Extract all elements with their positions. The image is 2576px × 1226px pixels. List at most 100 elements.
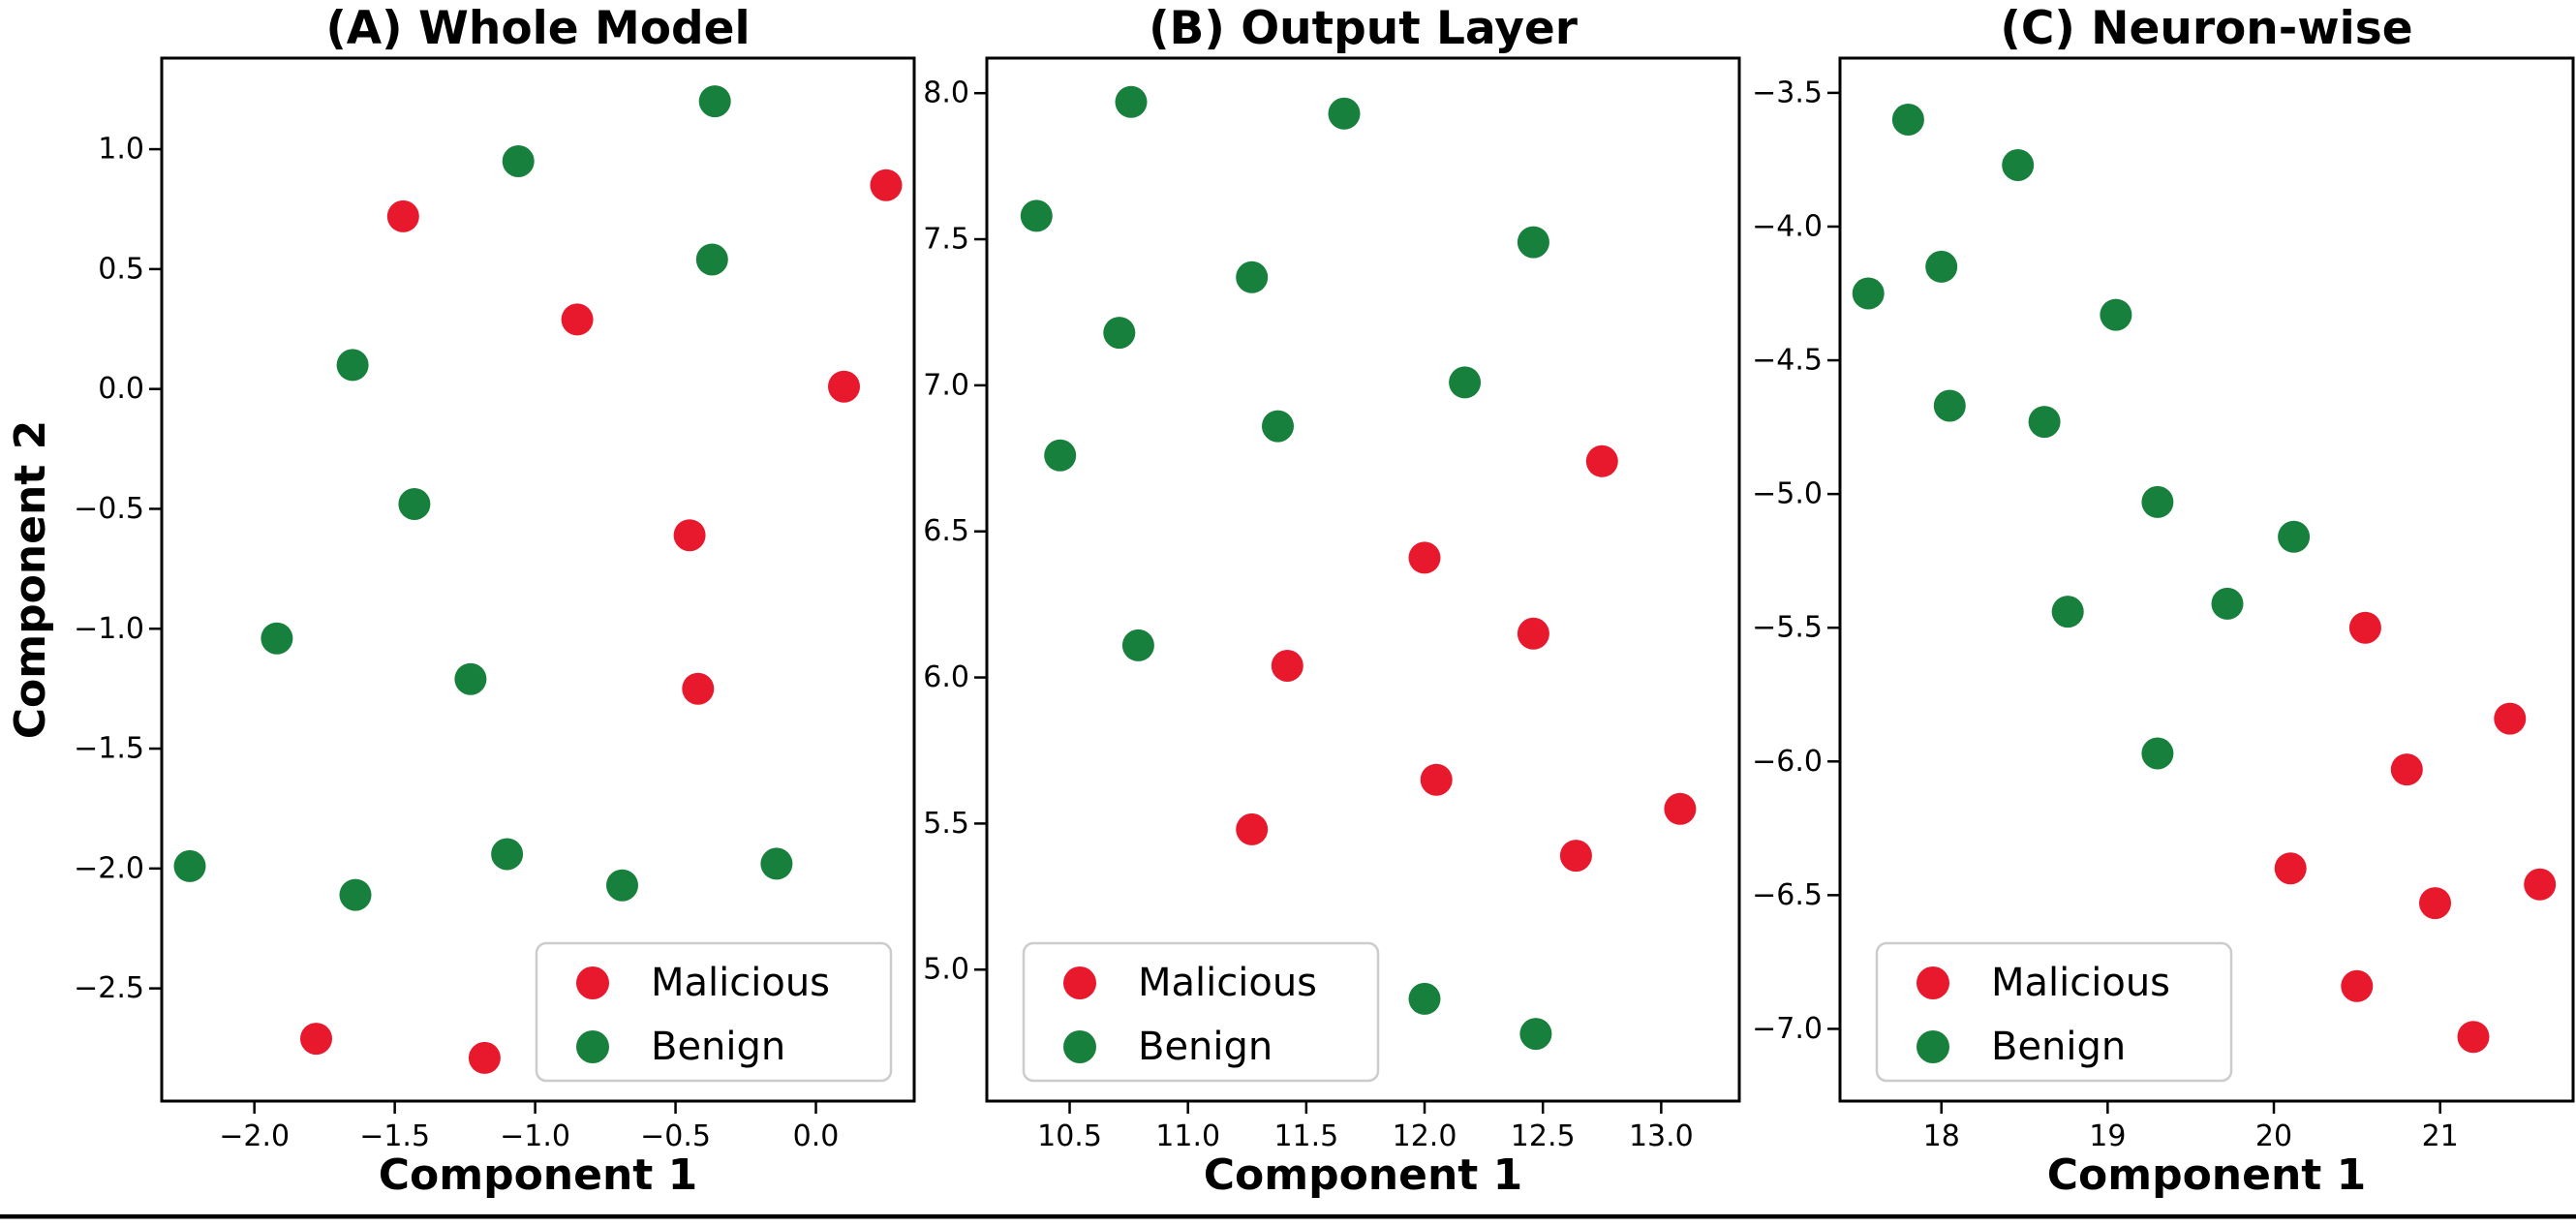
y-tick-label: −1.0 <box>74 612 144 646</box>
x-tick-label: 20 <box>2255 1119 2292 1153</box>
y-tick-label: −2.5 <box>74 971 144 1005</box>
series-benign <box>173 85 793 911</box>
y-tick-label: 5.0 <box>923 953 969 987</box>
x-tick-label: −1.5 <box>359 1119 430 1153</box>
scatter-point-benign <box>2028 406 2061 439</box>
y-tick-label: −4.5 <box>1752 344 1823 378</box>
scatter-point-malicious <box>468 1041 501 1074</box>
scatter-point-benign <box>502 145 535 177</box>
legend-label-benign: Benign <box>1138 1025 1273 1069</box>
scatter-point-benign <box>1328 97 1361 130</box>
x-tick-label: 19 <box>2089 1119 2126 1153</box>
scatter-point-malicious <box>2494 702 2527 735</box>
y-tick-label: −4.0 <box>1752 209 1823 243</box>
legend-marker-benign <box>1917 1030 1949 1063</box>
axes-spines <box>1838 56 2575 1103</box>
x-tick-label: 21 <box>2422 1119 2459 1153</box>
x-tick-label: 12.5 <box>1511 1119 1576 1153</box>
scatter-point-malicious <box>2274 852 2307 885</box>
scatter-point-benign <box>398 488 431 520</box>
scatter-point-malicious <box>828 370 860 403</box>
x-tick-label: 18 <box>1923 1119 1960 1153</box>
axes-spines <box>985 56 1741 1103</box>
legend-label-benign: Benign <box>1991 1025 2126 1069</box>
legend-box <box>1875 941 2233 1083</box>
x-tick-label: 11.5 <box>1273 1119 1338 1153</box>
scatter-point-malicious <box>386 199 419 232</box>
legend-box <box>535 941 893 1083</box>
scatter-point-benign <box>454 662 487 695</box>
scatter-point-benign <box>1408 982 1441 1015</box>
legend-label-malicious: Malicious <box>1991 961 2170 1005</box>
scatter-point-benign <box>1020 199 1053 232</box>
scatter-point-benign <box>1121 628 1154 661</box>
scatter-point-malicious <box>1559 840 1592 873</box>
scatter-panel-c: (C) Neuron-wise 18 19 20 21 −3.5 −4.0 −4.5 −5.0 −… <box>1752 2 2575 1200</box>
scatter-point-malicious <box>2348 611 2381 644</box>
scatter-point-malicious <box>870 169 903 201</box>
legend-marker-malicious <box>576 966 609 999</box>
scatter-point-malicious <box>1236 812 1269 845</box>
scatter-point-benign <box>695 243 728 276</box>
legend-marker-malicious <box>1063 966 1096 999</box>
scatter-point-benign <box>698 85 731 118</box>
scatter-point-benign <box>1044 439 1077 472</box>
series-malicious <box>300 169 903 1074</box>
series-malicious <box>2274 611 2557 1054</box>
x-tick-label: −1.0 <box>500 1119 570 1153</box>
legend-label-malicious: Malicious <box>1138 961 1317 1005</box>
scatter-point-benign <box>2278 520 2311 553</box>
y-tick-label: 5.5 <box>923 807 969 841</box>
x-tick-label: 13.0 <box>1629 1119 1694 1153</box>
legend-label-malicious: Malicious <box>651 961 830 1005</box>
legend: Malicious Benign <box>1875 941 2233 1083</box>
legend-marker-benign <box>1063 1030 1096 1063</box>
scatter-point-benign <box>2002 149 2035 181</box>
legend-marker-malicious <box>1917 966 1949 999</box>
x-tick-label: 10.5 <box>1037 1119 1102 1153</box>
plot-title: (C) Neuron-wise <box>2000 2 2412 55</box>
y-tick-label: 8.0 <box>923 77 969 110</box>
y-tick-label: −6.0 <box>1752 745 1823 779</box>
legend-marker-benign <box>576 1030 609 1063</box>
y-tick-label: −5.5 <box>1752 611 1823 645</box>
legend-box <box>1022 941 1380 1083</box>
scatter-point-benign <box>261 622 293 655</box>
series-benign <box>1020 85 1552 1051</box>
bottom-rule <box>0 1214 2576 1219</box>
y-tick-label: 7.5 <box>923 223 969 257</box>
scatter-point-benign <box>1115 85 1148 118</box>
scatter-point-benign <box>760 847 793 880</box>
y-tick-label: −5.0 <box>1752 477 1823 511</box>
scatter-point-malicious <box>1420 763 1453 796</box>
scatter-point-benign <box>1852 277 1885 310</box>
scatter-point-benign <box>1519 1018 1552 1051</box>
scatter-point-benign <box>606 869 638 902</box>
legend: Malicious Benign <box>1022 941 1380 1083</box>
scatter-point-malicious <box>1517 617 1549 650</box>
series-malicious <box>1236 444 1697 873</box>
axes-spines <box>160 56 916 1103</box>
scatter-point-malicious <box>300 1023 332 1056</box>
y-tick-label: −6.5 <box>1752 878 1823 912</box>
scatter-point-malicious <box>2457 1021 2490 1054</box>
scatter-point-benign <box>2100 298 2132 331</box>
scatter-point-benign <box>2141 737 2174 770</box>
scatter-point-malicious <box>2341 969 2374 1002</box>
plot-title: (B) Output Layer <box>1149 2 1579 55</box>
y-tick-label: 1.0 <box>98 133 144 167</box>
x-tick-label: 0.0 <box>793 1119 840 1153</box>
x-axis-label: Component 1 <box>379 1150 698 1200</box>
scatter-point-benign <box>491 838 524 871</box>
scatter-point-benign <box>173 849 206 882</box>
y-tick-label: 0.5 <box>98 252 144 286</box>
y-tick-label: −0.5 <box>74 492 144 526</box>
x-tick-label: 11.0 <box>1155 1119 1220 1153</box>
scatter-point-benign <box>336 349 369 382</box>
y-tick-label: 0.0 <box>98 372 144 406</box>
scatter-point-benign <box>1933 389 1966 422</box>
y-tick-label: 7.0 <box>923 368 969 402</box>
x-tick-label: −0.5 <box>640 1119 711 1153</box>
y-tick-label: 6.5 <box>923 514 969 548</box>
